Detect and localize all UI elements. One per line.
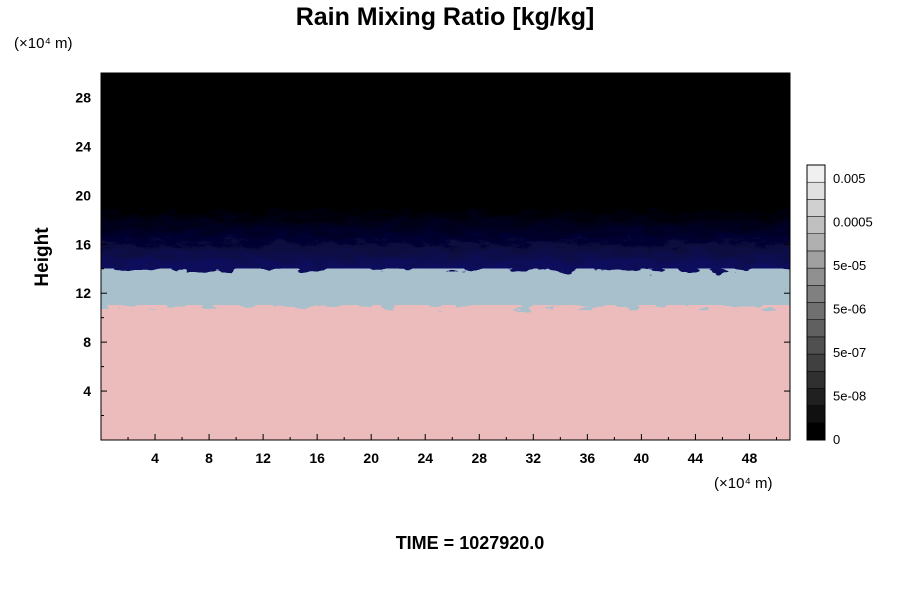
x-tick-label: 20 xyxy=(363,450,379,466)
x-tick-label: 48 xyxy=(742,450,758,466)
colorbar-label: 5e-06 xyxy=(833,302,866,317)
colorbar-frame xyxy=(806,164,826,441)
colorbar-label: 5e-08 xyxy=(833,389,866,404)
colorbar-swatch xyxy=(806,319,826,338)
x-tick-label: 40 xyxy=(634,450,650,466)
x-tick-label: 8 xyxy=(205,450,213,466)
field-layer-pink-region xyxy=(101,305,790,440)
y-tick-label: 16 xyxy=(75,236,91,252)
y-tick-label: 24 xyxy=(75,138,91,154)
y-tick-label: 20 xyxy=(75,187,91,203)
colorbar-swatch xyxy=(806,388,826,406)
colorbar-swatch xyxy=(806,405,826,424)
y-tick-label: 4 xyxy=(83,383,91,399)
colorbar-swatch xyxy=(806,422,826,441)
colorbar-swatch xyxy=(806,233,826,252)
colorbar-label: 5e-05 xyxy=(833,258,866,273)
y-axis-unit: (×10⁴ m) xyxy=(14,35,73,52)
colorbar-label: 5e-07 xyxy=(833,345,866,360)
colorbar-swatch xyxy=(806,371,826,389)
colorbar: 0.005 0.0005 5e-05 5e-06 5e-07 5e-08 0 xyxy=(806,164,873,447)
x-tick-label: 12 xyxy=(255,450,271,466)
plot-area xyxy=(101,73,790,440)
y-axis-label: Height xyxy=(32,227,53,287)
x-axis-ticks: 4 8 12 16 20 24 28 32 36 40 44 48 xyxy=(127,73,777,466)
colorbar-label: 0.0005 xyxy=(833,215,873,230)
x-tick-label: 24 xyxy=(417,450,433,466)
x-tick-label: 36 xyxy=(580,450,596,466)
colorbar-swatch xyxy=(806,250,826,269)
x-axis-unit: (×10⁴ m) xyxy=(714,475,773,492)
y-axis-ticks: 4 8 12 16 20 24 28 xyxy=(75,89,790,417)
colorbar-swatch xyxy=(806,216,826,234)
plot-frame xyxy=(100,72,791,441)
x-tick-label: 16 xyxy=(309,450,325,466)
x-tick-label: 4 xyxy=(151,450,159,466)
time-label: TIME = 1027920.0 xyxy=(396,533,545,553)
colorbar-label: 0.005 xyxy=(833,171,866,186)
colorbar-swatch xyxy=(806,353,826,372)
colorbar-label: 0 xyxy=(833,432,840,447)
x-tick-label: 28 xyxy=(471,450,487,466)
chart-title: Rain Mixing Ratio [kg/kg] xyxy=(296,3,595,31)
y-tick-label: 28 xyxy=(75,89,91,105)
colorbar-swatch xyxy=(806,181,826,200)
y-tick-label: 8 xyxy=(83,334,91,350)
colorbar-swatch xyxy=(806,199,826,217)
colorbar-swatch xyxy=(806,285,826,303)
colorbar-swatch xyxy=(806,164,826,183)
colorbar-swatch xyxy=(806,267,826,286)
y-tick-label: 12 xyxy=(75,285,91,301)
colorbar-swatch xyxy=(806,336,826,355)
x-tick-label: 32 xyxy=(526,450,542,466)
colorbar-swatch xyxy=(806,302,826,320)
x-tick-label: 44 xyxy=(688,450,704,466)
